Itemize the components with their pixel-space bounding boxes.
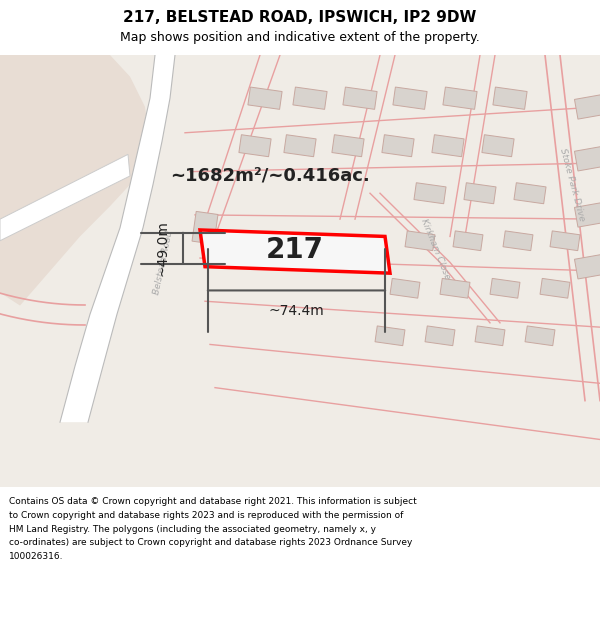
Polygon shape [525,326,555,346]
Polygon shape [464,182,496,204]
Polygon shape [405,231,435,251]
Polygon shape [490,278,520,298]
Polygon shape [514,182,546,204]
Text: ~74.4m: ~74.4m [269,304,325,319]
Polygon shape [192,211,218,244]
Text: Kirkham Close: Kirkham Close [419,217,451,281]
Polygon shape [248,87,282,109]
Text: to Crown copyright and database rights 2023 and is reproduced with the permissio: to Crown copyright and database rights 2… [9,511,403,520]
Text: Belstead Road: Belstead Road [152,229,174,295]
Polygon shape [200,230,390,273]
Polygon shape [0,55,150,306]
Polygon shape [414,182,446,204]
Polygon shape [550,231,580,251]
Polygon shape [475,326,505,346]
Text: Map shows position and indicative extent of the property.: Map shows position and indicative extent… [120,31,480,44]
Polygon shape [393,87,427,109]
Polygon shape [503,231,533,251]
Polygon shape [482,135,514,157]
Text: 100026316.: 100026316. [9,552,64,561]
Polygon shape [574,94,600,119]
Polygon shape [60,55,175,423]
Polygon shape [443,87,477,109]
Polygon shape [284,135,316,157]
Polygon shape [375,326,405,346]
Text: Stoke Park Drive: Stoke Park Drive [558,147,586,222]
Text: ~1682m²/~0.416ac.: ~1682m²/~0.416ac. [170,167,370,185]
Polygon shape [332,135,364,157]
Text: ~49.0m: ~49.0m [155,221,169,276]
Polygon shape [540,278,570,298]
Text: HM Land Registry. The polygons (including the associated geometry, namely x, y: HM Land Registry. The polygons (includin… [9,524,376,534]
Polygon shape [432,135,464,157]
Polygon shape [574,254,600,279]
Text: 217: 217 [266,236,324,264]
Polygon shape [382,135,414,157]
Text: co-ordinates) are subject to Crown copyright and database rights 2023 Ordnance S: co-ordinates) are subject to Crown copyr… [9,538,412,548]
Polygon shape [390,278,420,298]
Polygon shape [239,135,271,157]
Polygon shape [453,231,483,251]
Text: Contains OS data © Crown copyright and database right 2021. This information is : Contains OS data © Crown copyright and d… [9,497,417,506]
Polygon shape [293,87,327,109]
Polygon shape [343,87,377,109]
Polygon shape [493,87,527,109]
Polygon shape [574,202,600,227]
Polygon shape [0,55,600,487]
Polygon shape [574,146,600,171]
Polygon shape [425,326,455,346]
Polygon shape [0,154,130,241]
Polygon shape [440,278,470,298]
Text: 217, BELSTEAD ROAD, IPSWICH, IP2 9DW: 217, BELSTEAD ROAD, IPSWICH, IP2 9DW [124,11,476,26]
